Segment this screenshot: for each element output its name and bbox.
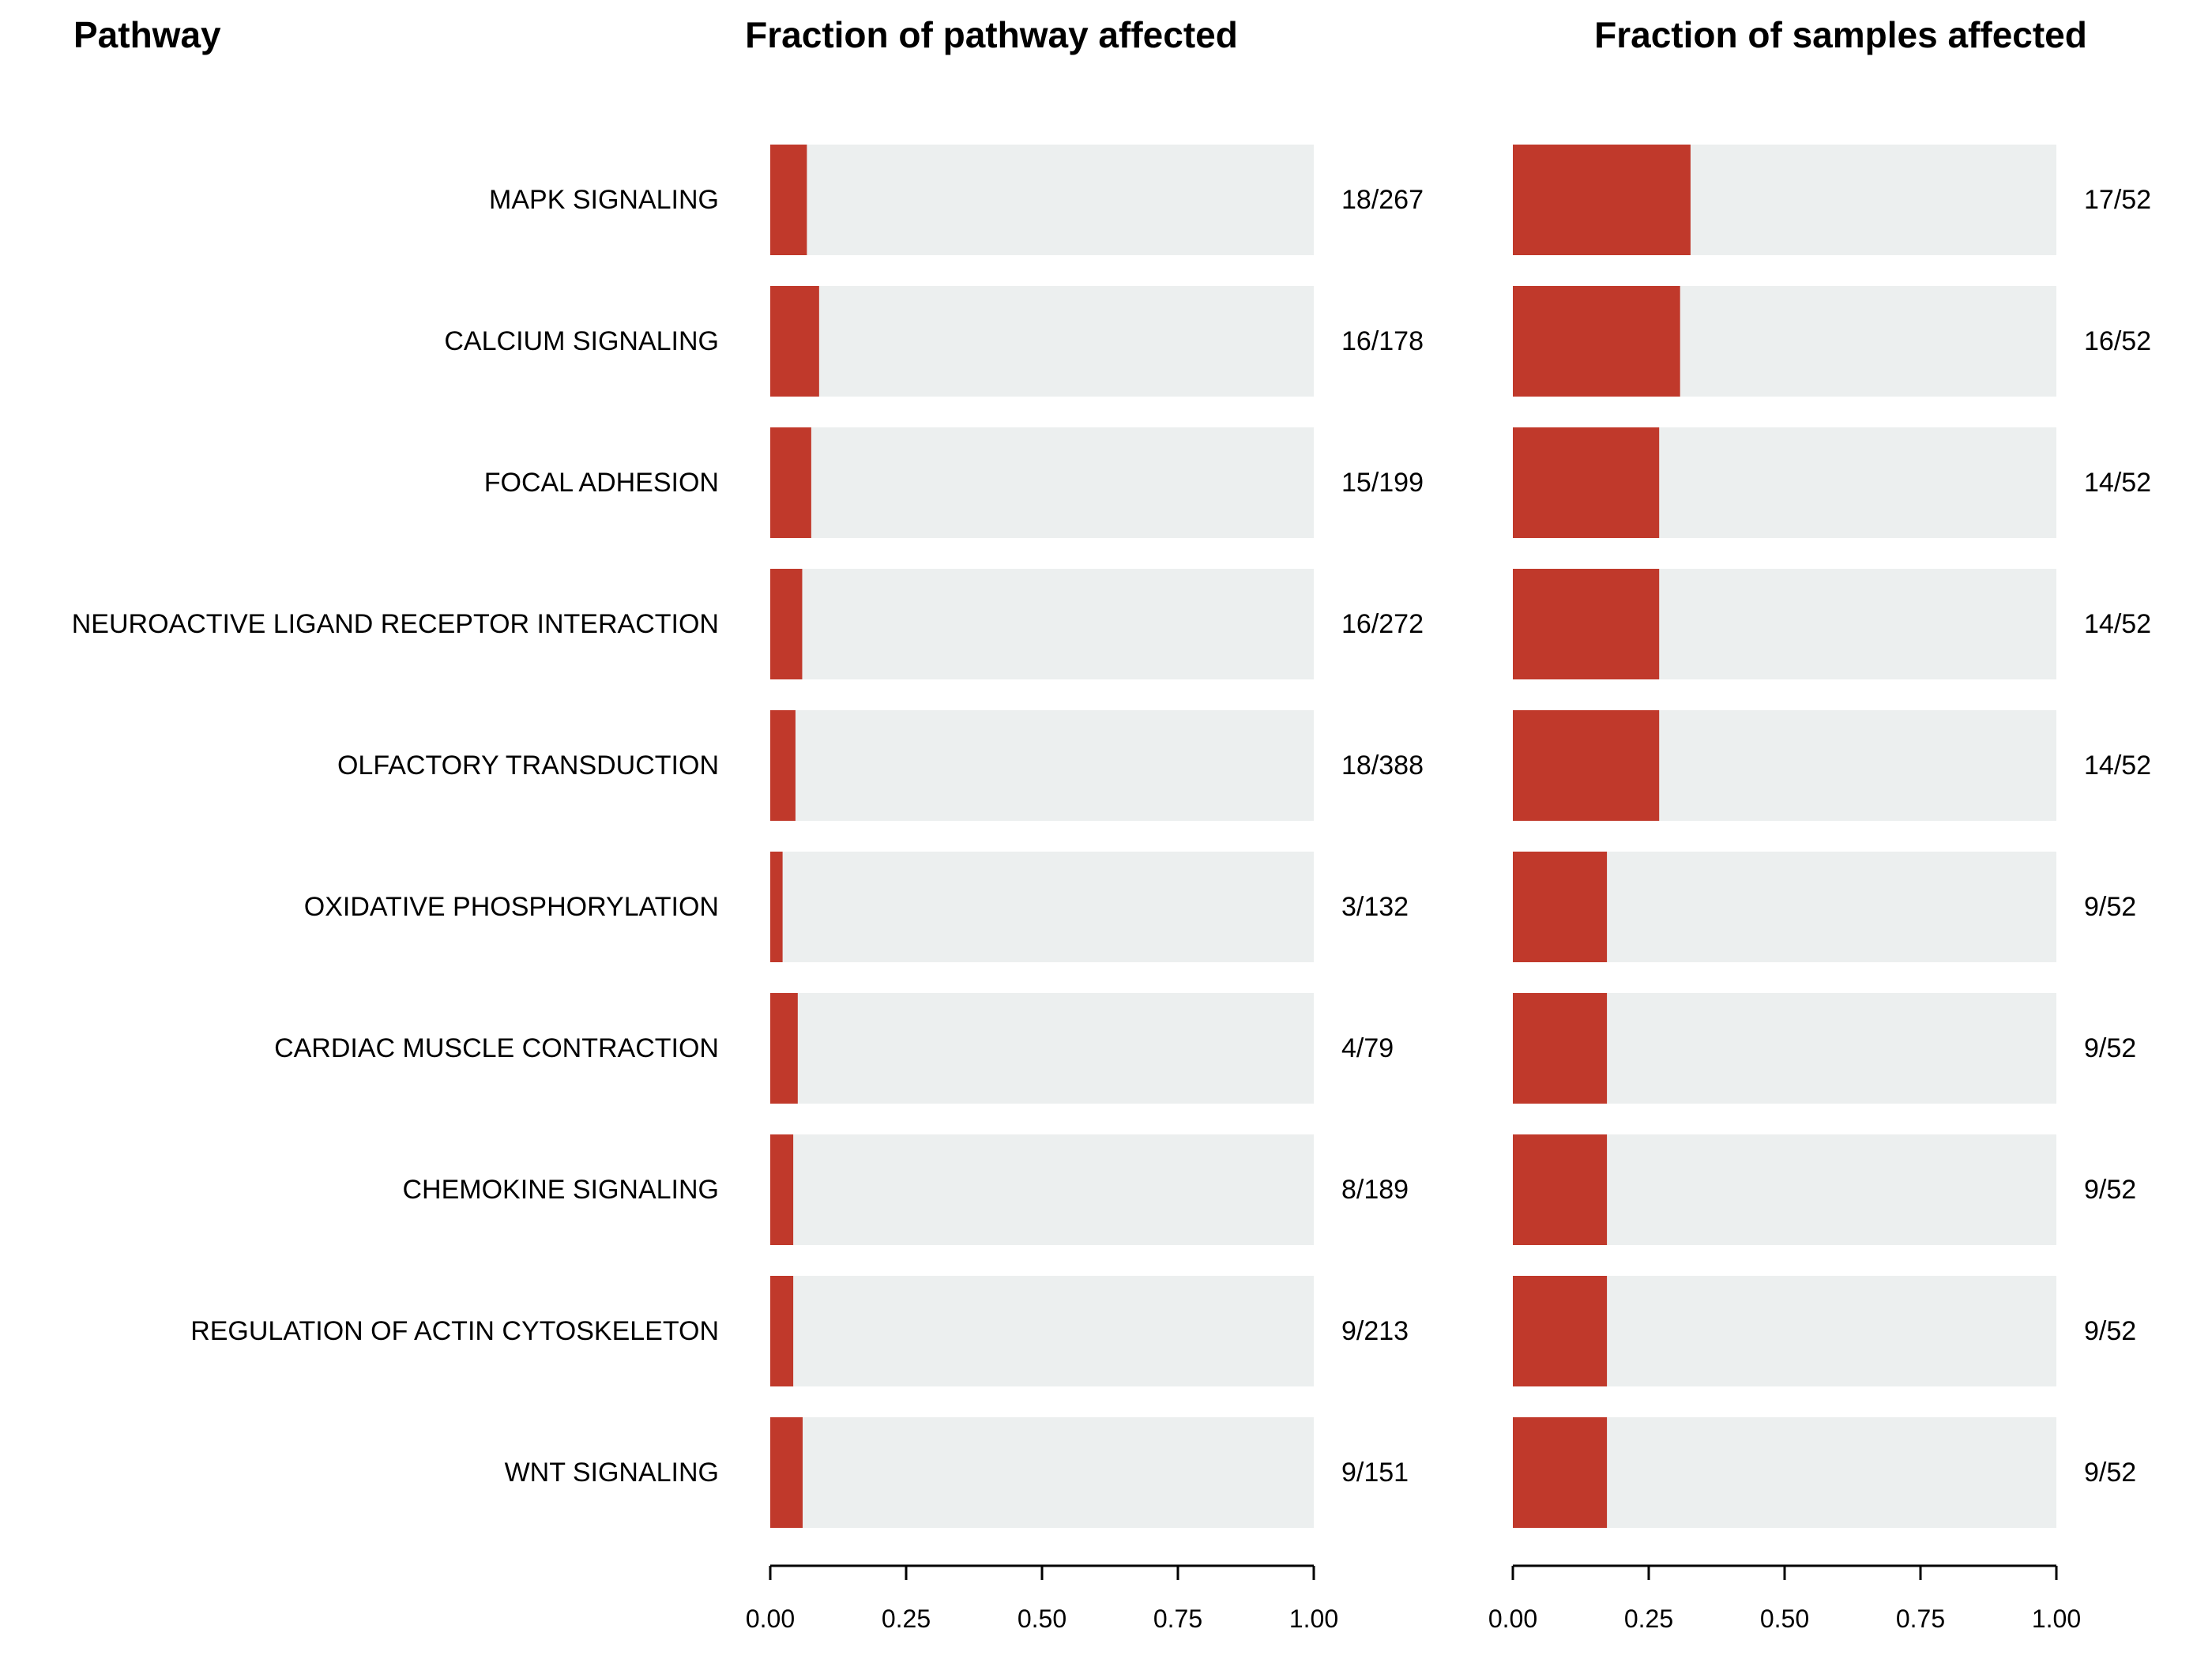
x-tick-label: 1.00 <box>1289 1604 1338 1633</box>
pathway-label: WNT SIGNALING <box>505 1458 719 1488</box>
pathway-label: FOCAL ADHESION <box>484 468 719 498</box>
bar-track <box>770 1276 1314 1386</box>
bar <box>770 286 819 397</box>
bar-value-label: 14/52 <box>2084 609 2151 639</box>
bar-track <box>770 569 1314 679</box>
bar <box>770 1417 803 1528</box>
bar <box>1513 569 1660 679</box>
bar <box>770 427 811 538</box>
bar <box>770 1134 794 1245</box>
bar-value-label: 9/52 <box>2084 892 2136 922</box>
bar-value-label: 14/52 <box>2084 750 2151 781</box>
bar-track <box>770 710 1314 821</box>
bar-value-label: 16/52 <box>2084 326 2151 356</box>
bar <box>1513 286 1680 397</box>
bar-value-label: 9/52 <box>2084 1316 2136 1346</box>
bar-value-label: 3/132 <box>1341 892 1409 922</box>
bar <box>770 993 798 1104</box>
bar <box>1513 1276 1608 1386</box>
pathway-label: REGULATION OF ACTIN CYTOSKELETON <box>190 1316 719 1346</box>
pathway-label: NEUROACTIVE LIGAND RECEPTOR INTERACTION <box>72 609 719 639</box>
bar-track <box>770 145 1314 255</box>
x-tick-label: 0.00 <box>746 1604 795 1633</box>
bar-track <box>770 1417 1314 1528</box>
bar-value-label: 14/52 <box>2084 468 2151 498</box>
bar-value-label: 17/52 <box>2084 185 2151 215</box>
x-tick-label: 0.75 <box>1153 1604 1202 1633</box>
pathway-labels: MAPK SIGNALING CALCIUM SIGNALING FOCAL ADH… <box>72 185 719 1488</box>
bar-value-label: 9/52 <box>2084 1458 2136 1488</box>
sample-fraction-header: Fraction of samples affected <box>1594 14 2087 55</box>
x-tick-label: 0.50 <box>1760 1604 1809 1633</box>
bar-value-label: 9/213 <box>1341 1316 1409 1346</box>
bar <box>1513 1417 1608 1528</box>
x-tick-label: 0.25 <box>882 1604 931 1633</box>
bar-value-label: 18/388 <box>1341 750 1424 781</box>
bar-value-label: 18/267 <box>1341 185 1424 215</box>
bar-value-label: 8/189 <box>1341 1175 1409 1205</box>
pathway-label: MAPK SIGNALING <box>489 185 719 215</box>
pathway-label: CHEMOKINE SIGNALING <box>402 1175 719 1205</box>
bar-value-label: 16/272 <box>1341 609 1424 639</box>
bar-value-label: 9/52 <box>2084 1033 2136 1063</box>
pathway-label: CALCIUM SIGNALING <box>444 326 719 356</box>
bar-track <box>770 427 1314 538</box>
bar <box>770 852 783 962</box>
bar-value-label: 9/151 <box>1341 1458 1409 1488</box>
pathway-fraction-header: Fraction of pathway affected <box>745 14 1238 55</box>
bar-value-label: 16/178 <box>1341 326 1424 356</box>
x-tick-label: 0.50 <box>1018 1604 1066 1633</box>
pathway-fraction-panel: 18/267 16/178 15/199 16/272 18/388 3/132 4/79 8… <box>746 145 1424 1633</box>
pathway-label: CARDIAC MUSCLE CONTRACTION <box>274 1033 719 1063</box>
bar <box>1513 710 1660 821</box>
bar <box>1513 1134 1608 1245</box>
pathway-label: OXIDATIVE PHOSPHORYLATION <box>304 892 719 922</box>
bar <box>770 1276 794 1386</box>
bar <box>1513 427 1660 538</box>
pathway-header: Pathway <box>73 14 221 55</box>
x-tick-label: 0.25 <box>1624 1604 1673 1633</box>
bar <box>770 569 803 679</box>
bar <box>1513 145 1691 255</box>
bar-value-label: 15/199 <box>1341 468 1424 498</box>
x-tick-label: 1.00 <box>2032 1604 2081 1633</box>
bar-track <box>770 852 1314 962</box>
x-tick-label: 0.75 <box>1896 1604 1945 1633</box>
bar-track <box>770 286 1314 397</box>
bar <box>1513 993 1608 1104</box>
bar-track <box>770 1134 1314 1245</box>
x-tick-label: 0.00 <box>1488 1604 1537 1633</box>
pathway-label: OLFACTORY TRANSDUCTION <box>337 750 719 781</box>
bar <box>1513 852 1608 962</box>
bar-track <box>770 993 1314 1104</box>
bar-value-label: 4/79 <box>1341 1033 1394 1063</box>
sample-fraction-panel: 17/52 16/52 14/52 14/52 14/52 9/52 9/52 9/52 9/5… <box>1488 145 2151 1633</box>
bar <box>770 710 796 821</box>
bar-value-label: 9/52 <box>2084 1175 2136 1205</box>
bar <box>770 145 807 255</box>
